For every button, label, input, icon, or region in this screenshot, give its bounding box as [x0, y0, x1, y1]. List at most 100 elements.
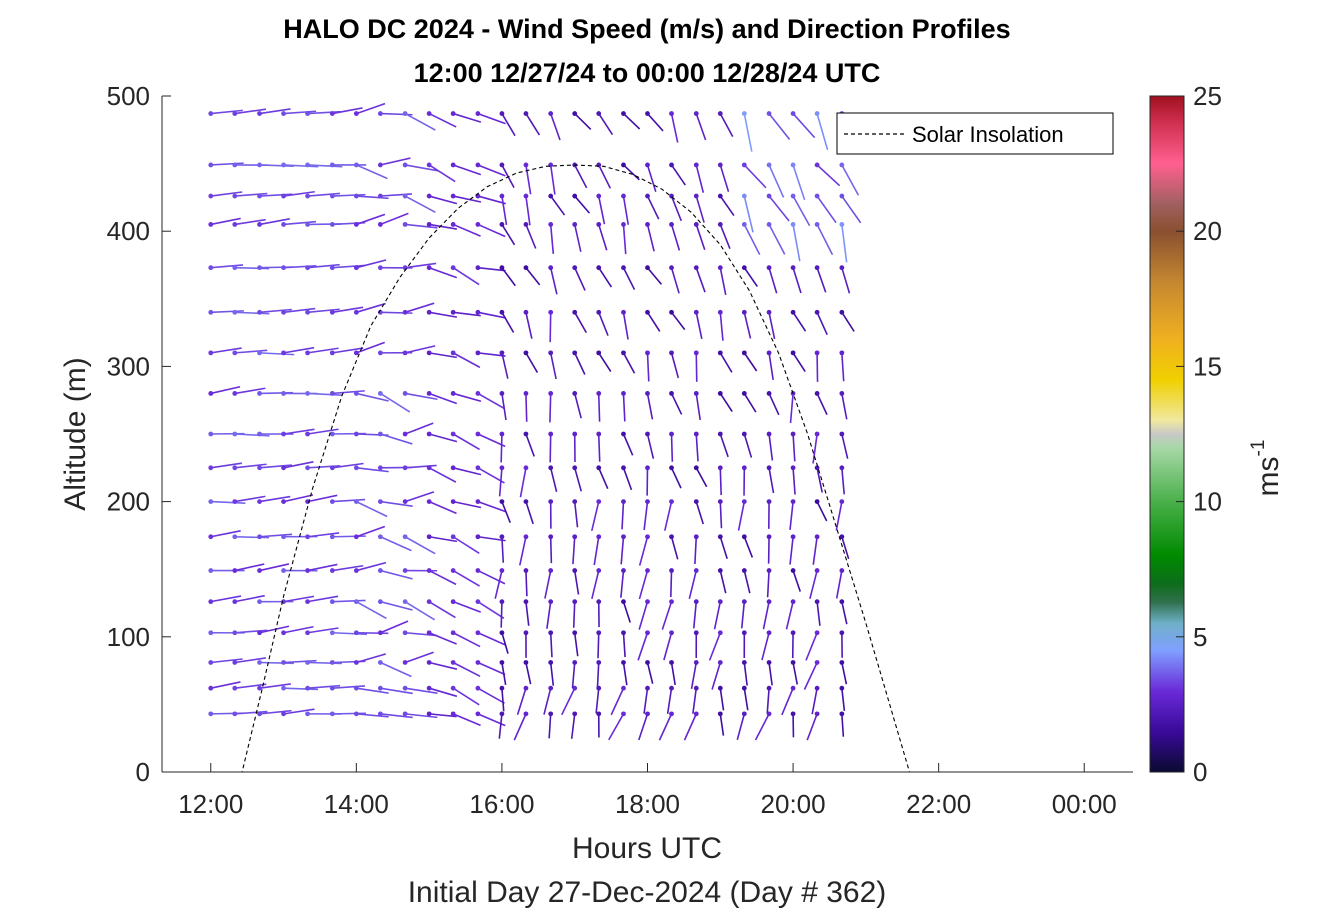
- wind-arrow-shaft: [502, 165, 514, 188]
- wind-arrow: [547, 599, 553, 628]
- wind-arrow: [804, 660, 819, 690]
- wind-arrow-dot: [645, 660, 650, 665]
- wind-arrow: [669, 465, 681, 488]
- wind-arrow-shaft: [696, 224, 704, 249]
- wind-arrow: [767, 350, 774, 379]
- wind-arrow-shaft: [380, 393, 409, 412]
- wind-arrow-dot: [572, 265, 577, 270]
- wind-arrow-dot: [330, 599, 335, 604]
- wind-arrow-shaft: [720, 537, 727, 559]
- wind-arrow: [596, 630, 601, 658]
- wind-arrow: [572, 568, 578, 594]
- wind-arrow: [592, 499, 601, 531]
- wind-arrow-dot: [742, 222, 747, 227]
- wind-arrow-shaft: [549, 714, 551, 738]
- wind-arrow: [813, 534, 819, 564]
- wind-arrow: [815, 265, 826, 292]
- wind-arrow: [594, 534, 601, 565]
- wind-arrow-shaft: [715, 602, 721, 630]
- wind-arrow-dot: [208, 568, 213, 573]
- wind-arrow-dot: [232, 711, 237, 716]
- wind-arrow-dot: [451, 599, 456, 604]
- wind-arrow-dot: [548, 499, 553, 504]
- wind-arrow-dot: [476, 265, 481, 270]
- wind-arrow-dot: [330, 711, 335, 716]
- wind-arrow-shaft: [623, 393, 624, 421]
- wind-arrow-dot: [208, 111, 213, 116]
- wind-arrow-shaft: [623, 662, 626, 685]
- wind-arrow-shaft: [720, 468, 721, 495]
- wind-arrow-dot: [427, 465, 432, 470]
- wind-arrow-dot: [694, 391, 699, 396]
- wind-arrow: [718, 163, 729, 192]
- wind-arrow: [815, 163, 840, 186]
- wind-arrow-dot: [476, 686, 481, 691]
- wind-arrow-dot: [451, 350, 456, 355]
- wind-arrow-shaft: [575, 268, 585, 291]
- wind-arrow: [669, 222, 679, 250]
- wind-arrow: [839, 391, 846, 419]
- wind-arrow-shaft: [793, 312, 805, 331]
- wind-arrow-dot: [354, 599, 359, 604]
- wind-arrow-dot: [378, 568, 383, 573]
- wind-arrow: [790, 499, 795, 530]
- wind-arrow-dot: [767, 568, 772, 573]
- wind-arrow-shaft: [526, 312, 532, 338]
- wind-arrow-dot: [403, 111, 408, 116]
- wind-arrow-dot: [281, 630, 286, 635]
- wind-arrow-dot: [767, 630, 772, 635]
- wind-arrow-dot: [281, 711, 286, 716]
- wind-arrow-dot: [476, 222, 481, 227]
- wind-arrow: [718, 391, 732, 412]
- wind-arrow-dot: [645, 686, 650, 691]
- wind-arrow-shaft: [720, 502, 721, 529]
- wind-arrow-shaft: [672, 224, 680, 250]
- wind-arrow-shaft: [526, 165, 531, 194]
- wind-arrow: [621, 222, 626, 254]
- wind-arrow-shaft: [793, 224, 800, 261]
- wind-arrow: [548, 432, 553, 463]
- wind-arrow-shaft: [502, 114, 515, 136]
- wind-arrow-dot: [281, 660, 286, 665]
- wind-arrow-shaft: [478, 602, 504, 619]
- wind-arrow: [742, 534, 752, 557]
- wind-arrow: [767, 432, 773, 461]
- wind-arrow-dot: [694, 163, 699, 168]
- wind-arrow-dot: [718, 163, 723, 168]
- wind-arrow-dot: [476, 465, 481, 470]
- wind-arrow-dot: [257, 222, 262, 227]
- wind-arrow: [718, 686, 724, 711]
- wind-arrow: [742, 111, 752, 151]
- wind-arrow-shaft: [356, 502, 387, 517]
- wind-arrow: [548, 711, 553, 738]
- wind-arrow-dot: [815, 194, 820, 199]
- wind-arrow-dot: [476, 111, 481, 116]
- wind-arrow-shaft: [744, 312, 750, 338]
- wind-arrow-dot: [232, 391, 237, 396]
- wind-arrow: [756, 711, 772, 740]
- wind-arrow-dot: [718, 310, 723, 315]
- wind-arrow-shaft: [842, 434, 848, 459]
- wind-arrow-shaft: [623, 196, 628, 225]
- wind-arrow-dot: [257, 568, 262, 573]
- wind-arrow-dot: [232, 660, 237, 665]
- wind-arrow: [596, 599, 601, 627]
- wind-arrow-dot: [451, 630, 456, 635]
- wind-arrow-dot: [208, 350, 213, 355]
- wind-arrow-dot: [524, 350, 529, 355]
- wind-arrow-dot: [767, 310, 772, 315]
- wind-arrow: [839, 163, 858, 196]
- wind-arrow-dot: [742, 465, 747, 470]
- wind-arrow: [524, 310, 532, 339]
- wind-arrow: [562, 686, 577, 715]
- wind-arrow-dot: [621, 599, 626, 604]
- wind-arrow-dot: [500, 310, 505, 315]
- wind-arrow-dot: [645, 432, 650, 437]
- wind-arrow: [669, 391, 681, 414]
- wind-arrow-dot: [596, 391, 601, 396]
- wind-arrow: [812, 686, 819, 714]
- wind-arrow: [524, 499, 534, 524]
- wind-arrow-shaft: [769, 393, 779, 414]
- wind-arrow-dot: [354, 630, 359, 635]
- wind-arrow-dot: [232, 599, 237, 604]
